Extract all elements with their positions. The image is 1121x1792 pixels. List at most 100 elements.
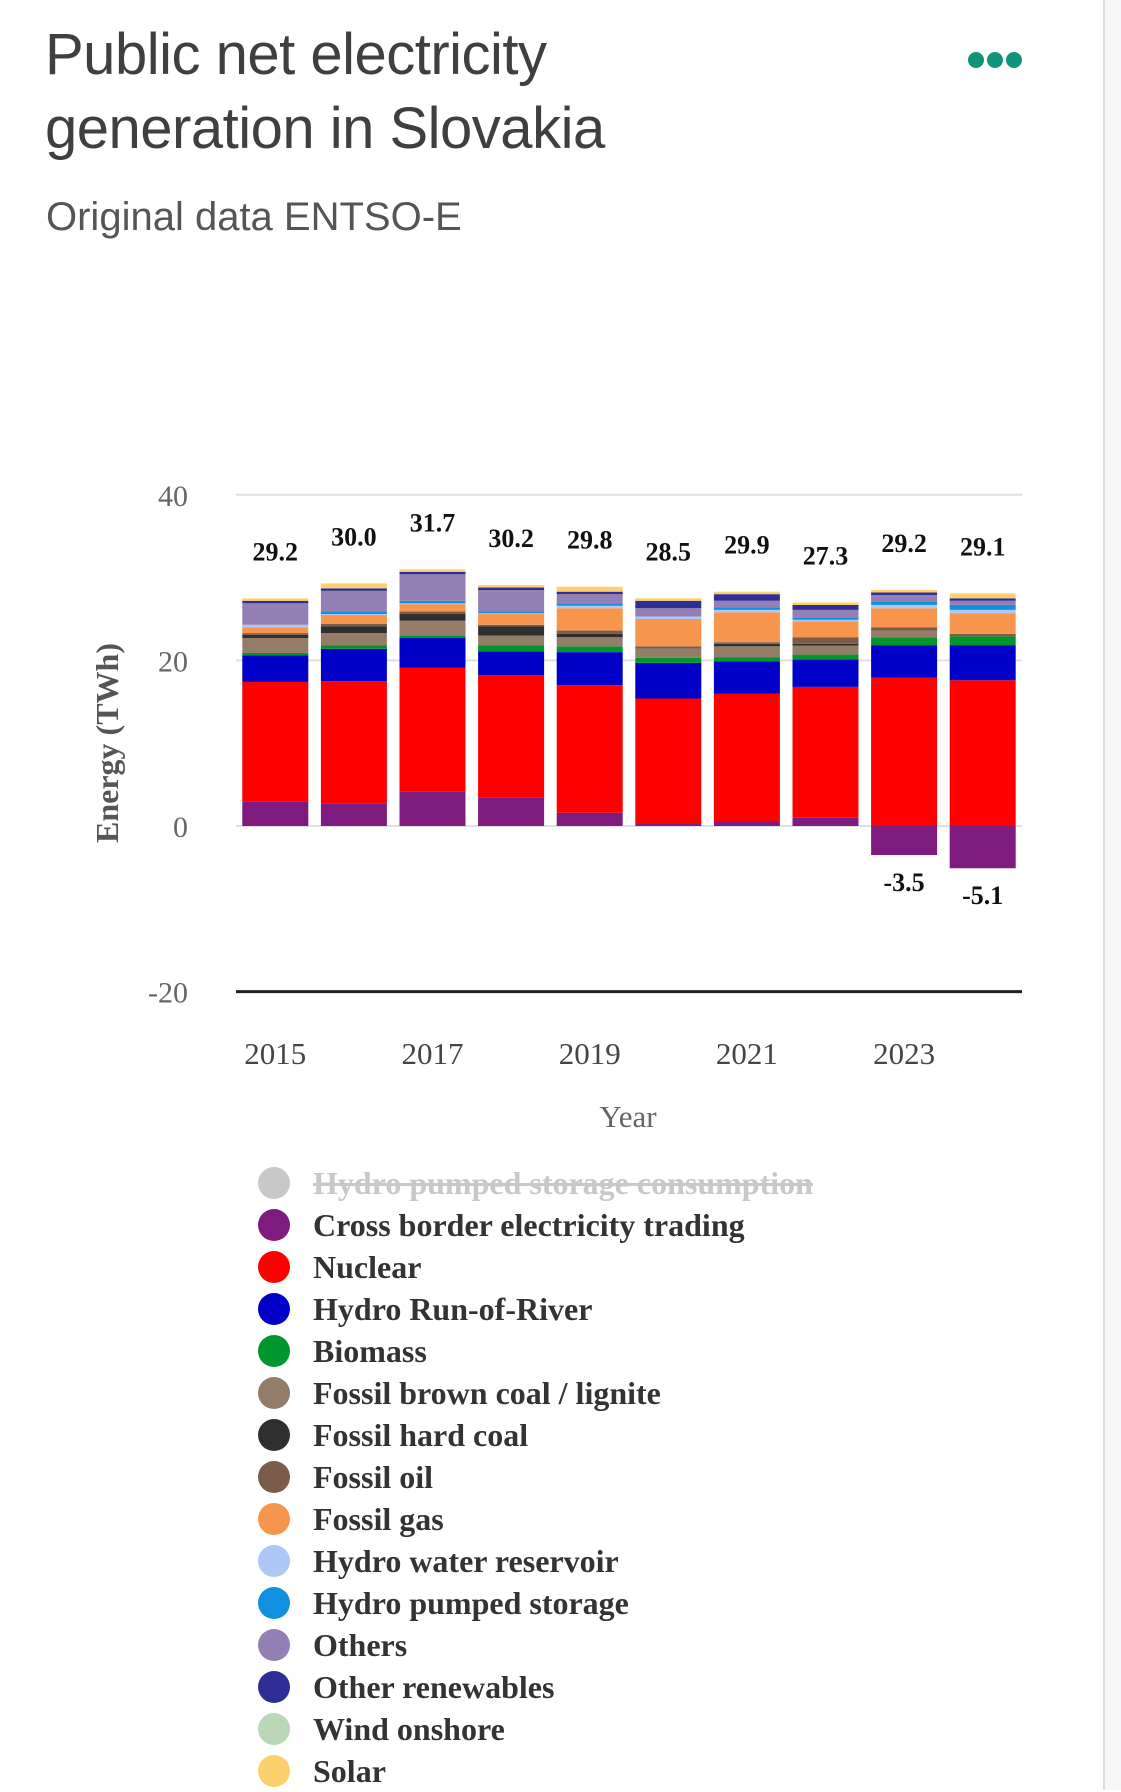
bar-segment-nuclear[interactable] — [871, 677, 938, 826]
bar-2021[interactable] — [713, 591, 780, 826]
bar-segment-nuclear[interactable] — [478, 675, 545, 798]
bar-2022[interactable] — [792, 602, 859, 826]
bar-segment-hydro-water-reservoir[interactable] — [320, 614, 387, 615]
legend-item[interactable]: Other renewables — [258, 1666, 813, 1708]
bar-segment-hydro-water-reservoir[interactable] — [478, 613, 545, 615]
bar-segment-nuclear[interactable] — [242, 681, 309, 802]
bar-segment-nuclear[interactable] — [556, 685, 623, 813]
bar-segment-hydro-pumped-storage[interactable] — [792, 617, 859, 620]
bar-segment-fossil-oil[interactable] — [635, 646, 702, 649]
bar-segment-nuclear[interactable] — [320, 681, 387, 804]
bar-segment-fossil-gas[interactable] — [242, 627, 309, 634]
legend-item[interactable]: Solar — [258, 1750, 813, 1792]
bar-segment-solar[interactable] — [556, 586, 623, 592]
bar-segment-hydro-run-of-river[interactable] — [556, 652, 623, 686]
bar-segment-cross-border-electricity-trading[interactable] — [556, 812, 623, 826]
legend-item[interactable]: Cross border electricity trading — [258, 1204, 813, 1246]
bar-segment-fossil-gas[interactable] — [635, 619, 702, 647]
bar-segment-solar[interactable] — [399, 569, 466, 572]
bar-segment-hydro-run-of-river[interactable] — [478, 651, 545, 676]
bar-segment-solar[interactable] — [242, 598, 309, 601]
bar-segment-fossil-hard-coal[interactable] — [478, 626, 545, 636]
bar-segment-fossil-oil[interactable] — [949, 633, 1016, 637]
bar-segment-hydro-pumped-storage[interactable] — [556, 603, 623, 606]
bar-segment-cross-border-electricity-trading[interactable] — [478, 797, 545, 826]
bar-segment-solar[interactable] — [871, 590, 938, 593]
bar-segment-others[interactable] — [949, 600, 1016, 605]
bar-2016[interactable] — [320, 583, 387, 826]
bar-segment-biomass[interactable] — [635, 657, 702, 663]
bar-segment-others[interactable] — [399, 574, 466, 601]
bar-segment-others[interactable] — [320, 590, 387, 612]
bar-segment-other-renewables[interactable] — [713, 594, 780, 601]
bar-segment-cross-border-electricity-trading[interactable] — [792, 817, 859, 826]
bar-segment-fossil-hard-coal[interactable] — [399, 614, 466, 621]
bar-segment-hydro-run-of-river[interactable] — [792, 659, 859, 687]
bar-segment-fossil-brown-coal-lignite[interactable] — [871, 630, 938, 638]
legend-item[interactable]: Fossil oil — [258, 1456, 813, 1498]
bar-segment-hydro-pumped-storage[interactable] — [320, 611, 387, 615]
legend-item[interactable]: Others — [258, 1624, 813, 1666]
bar-segment-hydro-run-of-river[interactable] — [949, 645, 1016, 681]
bar-segment-cross-border-electricity-trading[interactable] — [949, 826, 1016, 869]
bar-segment-other-renewables[interactable] — [792, 604, 859, 610]
bar-segment-fossil-oil[interactable] — [556, 630, 623, 634]
bar-segment-hydro-run-of-river[interactable] — [242, 655, 309, 682]
bar-segment-fossil-hard-coal[interactable] — [792, 643, 859, 646]
bar-segment-hydro-pumped-storage[interactable] — [949, 604, 1016, 610]
bar-2018[interactable] — [478, 585, 545, 826]
bar-segment-hydro-water-reservoir[interactable] — [713, 609, 780, 613]
bar-segment-others[interactable] — [713, 600, 780, 608]
bar-segment-nuclear[interactable] — [635, 698, 702, 824]
bar-segment-fossil-oil[interactable] — [713, 642, 780, 644]
bar-segment-cross-border-electricity-trading[interactable] — [320, 803, 387, 826]
legend-item[interactable]: Hydro Run-of-River — [258, 1288, 813, 1330]
legend-item[interactable]: Fossil brown coal / lignite — [258, 1372, 813, 1414]
bar-segment-biomass[interactable] — [792, 654, 859, 660]
bar-segment-hydro-water-reservoir[interactable] — [635, 616, 702, 619]
bar-2017[interactable] — [399, 569, 466, 826]
bar-segment-fossil-oil[interactable] — [871, 627, 938, 631]
bar-segment-nuclear[interactable] — [949, 680, 1016, 826]
bar-segment-solar[interactable] — [635, 598, 702, 601]
bar-segment-fossil-brown-coal-lignite[interactable] — [635, 648, 702, 658]
bar-segment-hydro-pumped-storage[interactable] — [399, 600, 466, 604]
bar-segment-fossil-brown-coal-lignite[interactable] — [792, 645, 859, 655]
bar-segment-fossil-brown-coal-lignite[interactable] — [399, 620, 466, 636]
legend-item[interactable]: Hydro water reservoir — [258, 1540, 813, 1582]
bar-segment-biomass[interactable] — [949, 636, 1016, 646]
bar-segment-hydro-water-reservoir[interactable] — [242, 624, 309, 628]
bar-segment-cross-border-electricity-trading[interactable] — [713, 821, 780, 826]
bar-segment-biomass[interactable] — [713, 657, 780, 662]
bar-2015[interactable] — [242, 598, 309, 826]
bar-segment-cross-border-electricity-trading[interactable] — [635, 823, 702, 826]
bar-segment-hydro-pumped-storage[interactable] — [713, 607, 780, 610]
bar-segment-fossil-oil[interactable] — [242, 633, 309, 635]
bar-segment-solar[interactable] — [713, 591, 780, 595]
bar-segment-biomass[interactable] — [556, 646, 623, 653]
bar-segment-biomass[interactable] — [478, 645, 545, 652]
bar-segment-hydro-pumped-storage[interactable] — [871, 601, 938, 605]
scrollbar-track[interactable] — [1103, 0, 1121, 1790]
bar-segment-others[interactable] — [478, 590, 545, 612]
legend-item[interactable]: Nuclear — [258, 1246, 813, 1288]
bar-segment-biomass[interactable] — [871, 637, 938, 646]
bar-segment-fossil-hard-coal[interactable] — [320, 626, 387, 634]
bar-segment-other-renewables[interactable] — [556, 591, 623, 595]
bar-segment-fossil-hard-coal[interactable] — [713, 643, 780, 647]
bar-segment-fossil-gas[interactable] — [792, 621, 859, 638]
bar-segment-fossil-brown-coal-lignite[interactable] — [320, 633, 387, 646]
bar-segment-cross-border-electricity-trading[interactable] — [242, 801, 309, 826]
bar-segment-fossil-brown-coal-lignite[interactable] — [242, 638, 309, 653]
bar-segment-hydro-run-of-river[interactable] — [713, 661, 780, 694]
bar-segment-hydro-water-reservoir[interactable] — [556, 605, 623, 609]
legend-item[interactable]: Hydro pumped storage consumption — [258, 1162, 813, 1204]
bar-segment-solar[interactable] — [478, 585, 545, 588]
bar-segment-fossil-hard-coal[interactable] — [556, 633, 623, 638]
bar-segment-cross-border-electricity-trading[interactable] — [399, 791, 466, 826]
bar-segment-nuclear[interactable] — [399, 667, 466, 792]
bar-segment-nuclear[interactable] — [792, 686, 859, 818]
legend-item[interactable]: Fossil gas — [258, 1498, 813, 1540]
bar-segment-hydro-water-reservoir[interactable] — [399, 603, 466, 605]
bar-segment-others[interactable] — [871, 594, 938, 602]
